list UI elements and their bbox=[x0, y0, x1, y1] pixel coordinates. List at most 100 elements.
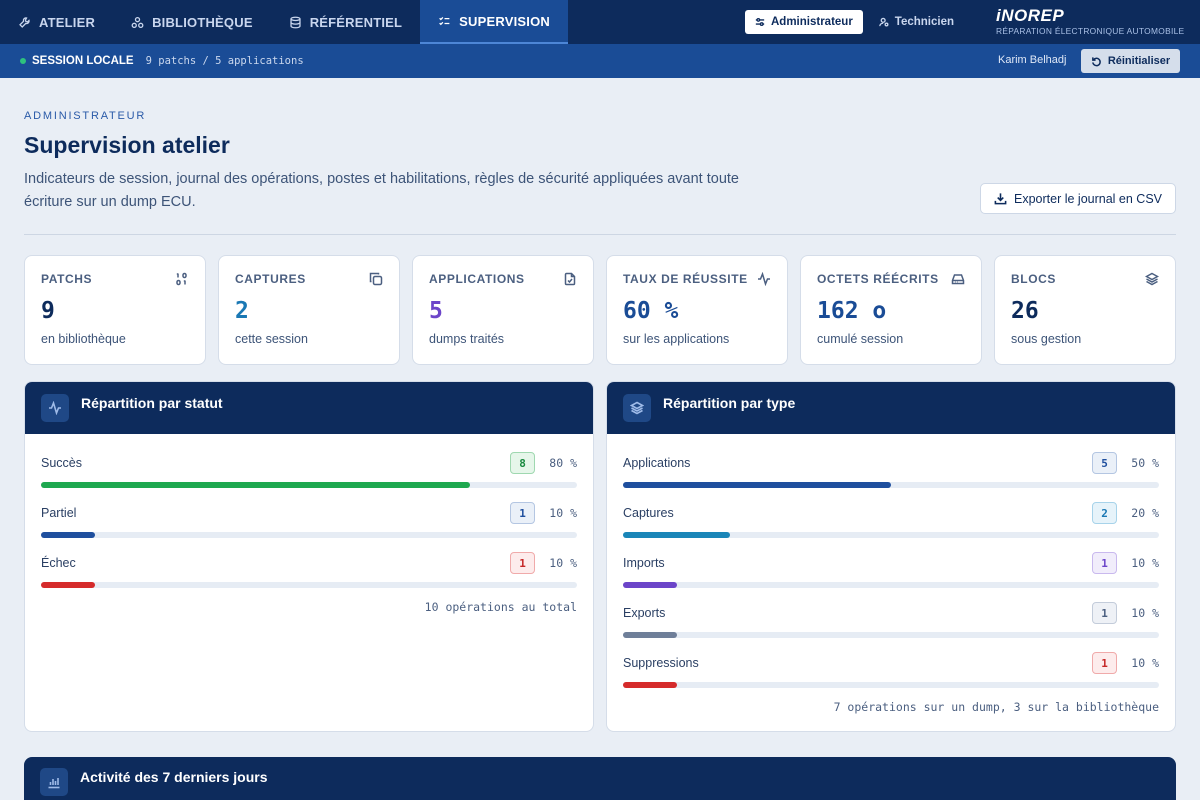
tab-label: SUPERVISION bbox=[459, 13, 550, 29]
layers-icon bbox=[1144, 272, 1160, 286]
library-icon bbox=[131, 16, 144, 28]
progress-fill bbox=[41, 582, 95, 588]
binary-icon bbox=[175, 272, 189, 286]
reset-label: Réinitialiser bbox=[1107, 55, 1171, 67]
progress-fill bbox=[623, 582, 677, 588]
brand-subtitle: RÉPARATION ÉLECTRONIQUE AUTOMOBILE bbox=[996, 26, 1185, 36]
progress-fill bbox=[41, 482, 470, 488]
status-panel: Répartition par statut Succès 8 80 % Partie… bbox=[24, 381, 594, 732]
bar-row: Suppressions 1 10 % bbox=[623, 652, 1159, 694]
session-bar: SESSION LOCALE 9 patchs / 5 applications… bbox=[0, 44, 1200, 78]
user-cog-icon bbox=[878, 17, 889, 27]
count-badge: 5 bbox=[1092, 452, 1117, 474]
progress-fill bbox=[623, 482, 891, 488]
role-tech-label: Technicien bbox=[894, 16, 955, 28]
row-percent: 10 % bbox=[549, 506, 577, 520]
count-badge: 1 bbox=[1092, 552, 1117, 574]
kpi-card-patchs: PATCHS 9 en bibliothèque bbox=[24, 255, 206, 365]
row-percent: 50 % bbox=[1131, 456, 1159, 470]
activity-panel: Activité des 7 derniers jours bbox=[24, 757, 1176, 800]
reset-icon bbox=[1091, 56, 1101, 66]
row-percent: 10 % bbox=[1131, 556, 1159, 570]
row-percent: 20 % bbox=[1131, 506, 1159, 520]
bar-row: Échec 1 10 % bbox=[41, 552, 577, 594]
row-label: Échec bbox=[41, 556, 76, 570]
file-check-icon bbox=[563, 272, 577, 286]
download-icon bbox=[994, 193, 1007, 205]
session-info: 9 patchs / 5 applications bbox=[145, 55, 304, 67]
role-tech-button[interactable]: Technicien bbox=[869, 10, 964, 34]
tab-atelier[interactable]: ATELIER bbox=[0, 0, 113, 44]
page-eyebrow: ADMINISTRATEUR bbox=[24, 110, 147, 122]
header-divider bbox=[24, 234, 1176, 235]
sliders-icon bbox=[755, 18, 765, 27]
progress-track bbox=[623, 582, 1159, 588]
type-panel: Répartition par type Applications 5 50 % Ca… bbox=[606, 381, 1176, 732]
progress-fill bbox=[623, 682, 677, 688]
row-label: Partiel bbox=[41, 506, 77, 520]
kpi-label: TAUX DE RÉUSSITE bbox=[623, 272, 748, 286]
bar-row: Applications 5 50 % bbox=[623, 452, 1159, 494]
reset-button[interactable]: Réinitialiser bbox=[1081, 49, 1180, 73]
count-badge: 1 bbox=[510, 552, 535, 574]
role-admin-button[interactable]: Administrateur bbox=[745, 10, 863, 34]
user-name: Karim Belhadj bbox=[998, 54, 1067, 66]
export-label: Exporter le journal en CSV bbox=[1014, 191, 1162, 206]
activity-icon bbox=[41, 394, 69, 422]
kpi-label: PATCHS bbox=[41, 272, 93, 286]
count-badge: 1 bbox=[510, 502, 535, 524]
drive-icon bbox=[951, 272, 965, 286]
row-label: Imports bbox=[623, 556, 665, 570]
row-label: Succès bbox=[41, 456, 82, 470]
count-badge: 1 bbox=[1092, 602, 1117, 624]
kpi-card-blocs: BLOCS 26 sous gestion bbox=[994, 255, 1176, 365]
progress-track bbox=[41, 582, 577, 588]
progress-track bbox=[41, 532, 577, 538]
progress-fill bbox=[623, 632, 677, 638]
kpi-label: APPLICATIONS bbox=[429, 272, 525, 286]
session-status-dot bbox=[20, 58, 26, 64]
export-csv-button[interactable]: Exporter le journal en CSV bbox=[980, 183, 1176, 214]
kpi-card-applications: APPLICATIONS 5 dumps traités bbox=[412, 255, 594, 365]
kpi-value: 26 bbox=[1011, 298, 1039, 324]
kpi-sub: sur les applications bbox=[623, 332, 730, 346]
bar-row: Exports 1 10 % bbox=[623, 602, 1159, 644]
kpi-card-captures: CAPTURES 2 cette session bbox=[218, 255, 400, 365]
top-nav: ATELIER BIBLIOTHÈQUE RÉFÉRENTIEL SUPERVI… bbox=[0, 0, 1200, 44]
row-percent: 80 % bbox=[549, 456, 577, 470]
row-percent: 10 % bbox=[1131, 656, 1159, 670]
tab-label: RÉFÉRENTIEL bbox=[309, 14, 403, 30]
progress-track bbox=[623, 682, 1159, 688]
progress-fill bbox=[623, 532, 731, 538]
kpi-value: 5 bbox=[429, 298, 443, 324]
tab-bibliotheque[interactable]: BIBLIOTHÈQUE bbox=[113, 0, 271, 44]
panel-title: Répartition par statut bbox=[81, 395, 223, 411]
kpi-card-taux-reussite: TAUX DE RÉUSSITE 60 % sur les applicatio… bbox=[606, 255, 788, 365]
tab-supervision[interactable]: SUPERVISION bbox=[420, 0, 568, 44]
wrench-icon bbox=[19, 16, 30, 28]
activity-icon bbox=[757, 271, 771, 287]
progress-track bbox=[41, 482, 577, 488]
row-label: Captures bbox=[623, 506, 674, 520]
kpi-label: BLOCS bbox=[1011, 272, 1056, 286]
page-title: Supervision atelier bbox=[24, 132, 230, 158]
bar-row: Partiel 1 10 % bbox=[41, 502, 577, 544]
panel-footer: 7 opérations sur un dump, 3 sur la bibli… bbox=[833, 700, 1159, 714]
panel-footer: 10 opérations au total bbox=[424, 600, 577, 614]
progress-track bbox=[623, 632, 1159, 638]
copy-icon bbox=[369, 272, 383, 286]
row-label: Exports bbox=[623, 606, 666, 620]
progress-track bbox=[623, 482, 1159, 488]
kpi-sub: sous gestion bbox=[1011, 332, 1082, 346]
tab-label: BIBLIOTHÈQUE bbox=[152, 14, 253, 30]
row-label: Suppressions bbox=[623, 656, 699, 670]
kpi-value: 60 % bbox=[623, 298, 679, 324]
role-admin-label: Administrateur bbox=[771, 16, 853, 28]
progress-track bbox=[623, 532, 1159, 538]
bar-row: Succès 8 80 % bbox=[41, 452, 577, 494]
tab-referentiel[interactable]: RÉFÉRENTIEL bbox=[271, 0, 420, 44]
kpi-label: OCTETS RÉÉCRITS bbox=[817, 272, 939, 286]
page-description: Indicateurs de session, journal des opér… bbox=[24, 171, 739, 210]
kpi-label: CAPTURES bbox=[235, 272, 306, 286]
kpi-sub: cette session bbox=[235, 332, 308, 346]
